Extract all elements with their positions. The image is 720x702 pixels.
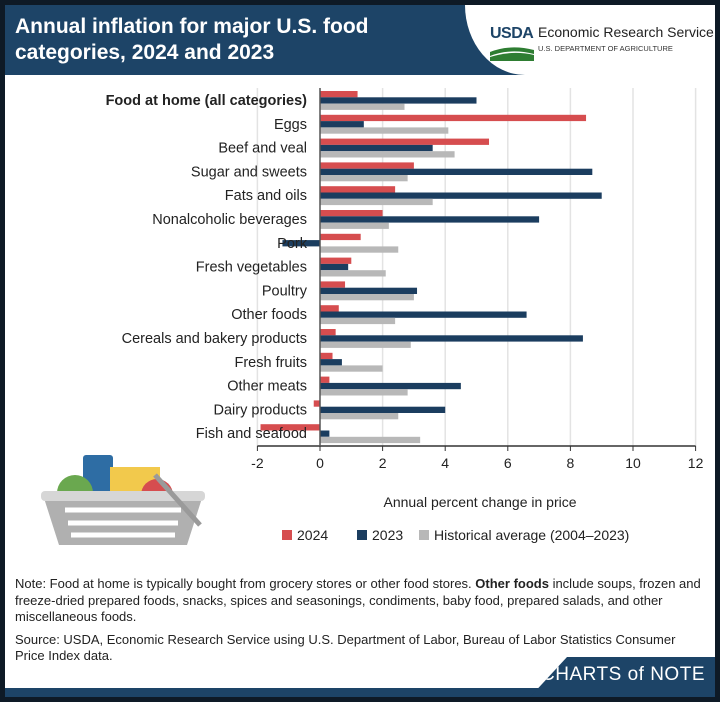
category-label: Beef and veal <box>218 141 307 157</box>
bar-2024 <box>320 233 361 241</box>
bar-2024 <box>320 162 414 169</box>
bar-2024 <box>320 329 336 336</box>
bar-2024 <box>320 305 339 312</box>
category-label: Food at home (all categories) <box>106 93 308 109</box>
bar-2023 <box>320 335 583 342</box>
category-label: Fresh vegetables <box>196 260 307 276</box>
bar-2023 <box>320 359 342 366</box>
x-axis-title: Annual percent change in price <box>383 494 576 510</box>
bar-2024 <box>320 91 358 98</box>
charts-of-note-logo: CHARTS of NOTE <box>530 657 715 697</box>
page-title: Annual inflation for major U.S. food cat… <box>15 15 369 64</box>
bar-historical <box>320 151 455 158</box>
bar-historical <box>320 365 383 372</box>
legend-label: 2023 <box>372 527 403 543</box>
bar-2024 <box>320 281 346 288</box>
bar-historical <box>320 389 408 396</box>
bar-2023 <box>320 311 527 318</box>
bar-2023 <box>320 216 540 223</box>
bar-2023 <box>320 430 330 437</box>
legend-swatch <box>419 530 429 540</box>
legend: 2024 2023 Historical average (2004–2023) <box>282 527 629 543</box>
logo-area <box>465 5 715 75</box>
category-label: Other meats <box>227 379 307 395</box>
bar-historical <box>320 294 414 301</box>
bar-2024 <box>260 424 320 431</box>
category-label: Cereals and bakery products <box>122 331 307 347</box>
category-label: Sugar and sweets <box>191 164 307 180</box>
x-tick-label: 2 <box>379 455 387 471</box>
bar-historical <box>320 175 408 182</box>
chart-card: Annual inflation for major U.S. food cat… <box>5 5 715 697</box>
category-label: Nonalcoholic beverages <box>152 212 307 228</box>
bar-historical <box>320 413 399 420</box>
bar-2024 <box>320 210 383 217</box>
note-rest: include soups, frozen and freeze-dried p… <box>15 576 701 624</box>
legend-label: 2024 <box>297 527 328 543</box>
x-tick-label: 0 <box>316 455 324 471</box>
bar-historical <box>320 246 399 253</box>
bar-historical <box>320 103 405 110</box>
category-label: Dairy products <box>214 402 307 418</box>
bar-historical <box>320 198 433 206</box>
bar-2023 <box>320 168 593 175</box>
brand-text: CHARTS of NOTE <box>541 664 705 685</box>
category-label: Eggs <box>274 117 307 133</box>
note-text: Note: Food at home is typically bought f… <box>15 576 705 626</box>
category-label: Fats and oils <box>225 188 307 204</box>
bar-2023 <box>320 382 461 390</box>
category-label: Fresh fruits <box>234 355 307 371</box>
bar-2024 <box>320 138 490 145</box>
bar-2023 <box>320 406 446 413</box>
bar-2023 <box>320 121 364 128</box>
bar-2023 <box>320 263 349 271</box>
bar-2024 <box>320 376 330 383</box>
legend-swatch <box>282 530 292 540</box>
bar-2023 <box>320 192 602 199</box>
legend-swatch <box>357 530 367 540</box>
agency-name: Economic Research Service <box>538 24 714 40</box>
bar-2023 <box>320 97 477 104</box>
x-tick-label: 6 <box>504 455 512 471</box>
usda-hills-icon <box>490 47 534 61</box>
bar-historical <box>320 270 386 277</box>
x-tick-label: 10 <box>625 455 641 471</box>
bar-historical <box>320 317 396 325</box>
bar-2023 <box>282 240 320 247</box>
x-tick-label: -2 <box>251 455 264 471</box>
bar-2024 <box>320 257 352 264</box>
x-tick-label: 4 <box>441 455 449 471</box>
bar-2024 <box>320 186 396 193</box>
bar-historical <box>320 222 389 229</box>
category-label: Poultry <box>262 283 308 299</box>
usda-logo-text: USDA <box>490 25 534 42</box>
source-text: Source: USDA, Economic Research Service … <box>15 631 676 664</box>
bar-historical <box>320 436 421 444</box>
legend-label: Historical average (2004–2023) <box>434 527 629 543</box>
bar-2023 <box>320 144 433 152</box>
department-name: U.S. DEPARTMENT OF AGRICULTURE <box>538 44 673 53</box>
note-prefix: Note: Food at home is typically bought f… <box>15 576 476 591</box>
bar-2023 <box>320 287 418 294</box>
grocery-basket-icon <box>41 455 205 545</box>
category-label: Other foods <box>231 307 307 323</box>
bar-2024 <box>320 114 587 122</box>
bar-chart: Food at home (all categories) Eggs Beef an… <box>41 88 704 545</box>
note-bold: Other foods <box>475 576 549 591</box>
category-label: Fish and seafood <box>196 426 307 442</box>
bar-historical <box>320 341 411 348</box>
x-tick-label: 8 <box>567 455 575 471</box>
category-label: Pork <box>277 236 308 252</box>
bar-2024 <box>313 400 320 407</box>
footer-bar <box>5 688 715 697</box>
header: Annual inflation for major U.S. food cat… <box>5 5 715 75</box>
notes: Note: Food at home is typically bought f… <box>15 576 705 671</box>
bar-historical <box>320 127 449 134</box>
x-tick-label: 12 <box>688 455 704 471</box>
bar-2024 <box>320 352 333 360</box>
